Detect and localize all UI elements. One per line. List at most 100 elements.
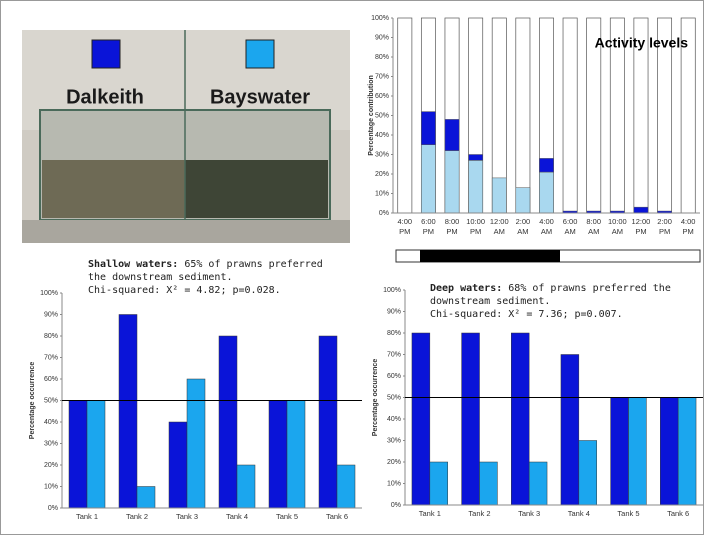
x-tick-label: Tank 6 (325, 512, 349, 521)
bar-segment (468, 160, 483, 214)
bar (677, 397, 697, 506)
bar (68, 400, 88, 509)
bar-segment (491, 177, 507, 214)
photo: Dalkeith Bayswater (22, 30, 350, 243)
photo-label: Dalkeith (66, 86, 144, 108)
y-tick-label: 70% (44, 354, 58, 361)
bar (461, 332, 480, 506)
bar-segment (515, 187, 531, 214)
annotation-text: 65% of prawns preferred the downstream s… (88, 259, 323, 283)
text-box: 2:00 PM (657, 217, 672, 236)
text-box: Shallow waters: 65% of prawns preferred … (88, 259, 323, 296)
color-swatch (245, 39, 275, 69)
table (22, 220, 350, 243)
text-box: 12:00 PM (631, 217, 651, 236)
y-tick-label: 20% (387, 459, 401, 466)
text-box: Tank 2 (468, 509, 490, 518)
x-tick-label: Tank 2 (125, 512, 149, 521)
y-tick-label: 70% (387, 351, 401, 358)
text-box: 2:00 AM (515, 217, 531, 236)
bar (528, 461, 548, 506)
bar-segment (444, 119, 460, 151)
y-tick-label: 50% (387, 394, 401, 401)
bar (411, 332, 431, 506)
text-box: Tank 1 (75, 512, 99, 521)
bar (628, 397, 647, 506)
bar-segment (633, 206, 649, 214)
bar (268, 400, 288, 509)
bar (429, 461, 448, 506)
photo-label: Bayswater (210, 86, 310, 108)
bar (118, 314, 138, 509)
annotation-stat: Chi-squared: X² = 7.36; p=0.007. (430, 309, 623, 320)
text-box: Tank 2 (125, 512, 149, 521)
x-tick-label: Tank 1 (418, 509, 441, 518)
light-dark-bar (395, 249, 701, 263)
y-tick-label: 90% (44, 311, 58, 318)
sediment-left (42, 160, 185, 218)
bar-segment (539, 158, 554, 173)
x-tick-label: Tank 4 (225, 512, 249, 521)
y-tick-label: 60% (44, 376, 58, 383)
text-box: 12:00 AM (490, 217, 509, 236)
y-tick-label: 90% (375, 34, 389, 41)
bar (86, 400, 106, 509)
bar-segment (421, 144, 436, 214)
x-tick-label: 8:00 PM (444, 217, 460, 236)
bar-segment (468, 154, 483, 161)
y-tick-label: 100% (383, 287, 401, 294)
x-tick-label: 12:00 PM (631, 217, 651, 236)
bar-outline (397, 17, 413, 214)
x-tick-label: Tank 3 (175, 512, 199, 521)
y-tick-label: 20% (375, 171, 389, 178)
bar (318, 335, 338, 509)
x-tick-label: Tank 1 (75, 512, 99, 521)
bar (578, 440, 597, 506)
night-period (420, 250, 560, 262)
bar-segment (421, 111, 436, 145)
bar (660, 397, 679, 506)
y-tick-label: 90% (387, 308, 401, 315)
x-tick-label: 6:00 AM (562, 217, 578, 236)
annotation-title: Shallow waters: (88, 259, 179, 270)
color-swatch (91, 39, 121, 69)
y-tick-label: 20% (44, 462, 58, 469)
bar (168, 421, 188, 509)
x-tick-label: 2:00 PM (657, 217, 672, 236)
y-tick-label: 0% (48, 505, 58, 512)
annotation-title: Deep waters: (430, 283, 503, 294)
y-tick-label: 100% (371, 15, 389, 22)
y-tick-label: 10% (44, 483, 58, 490)
x-tick-label: 10:00 AM (607, 217, 627, 236)
x-tick-label: Tank 4 (567, 509, 590, 518)
bar (560, 354, 580, 506)
bar (136, 486, 156, 509)
text-box: Tank 4 (567, 509, 590, 518)
text-box: Tank 5 (617, 509, 640, 518)
bar-outline (515, 17, 531, 214)
x-tick-label: Tank 3 (518, 509, 541, 518)
annotation-stat: Chi-squared: X² = 4.82; p=0.028. (88, 285, 281, 296)
y-tick-label: 80% (387, 330, 401, 337)
text-box: 8:00 AM (586, 217, 601, 236)
y-axis-label: Percentage contribution (368, 75, 375, 156)
y-tick-label: 40% (44, 419, 58, 426)
text-box: 6:00 PM (421, 217, 436, 236)
x-tick-label: Tank 5 (617, 509, 640, 518)
text-box: Deep waters: 68% of prawns preferred the… (430, 282, 702, 321)
text-box: Tank 1 (418, 509, 441, 518)
bar (336, 464, 356, 509)
sediment-right (185, 160, 328, 218)
bar (236, 464, 256, 509)
annotation: Deep waters: 68% of prawns preferred the… (430, 282, 702, 321)
text-box: 10:00 PM (466, 217, 486, 236)
text-box: 4:00 PM (398, 217, 413, 236)
y-tick-label: 60% (387, 373, 401, 380)
bar (610, 397, 629, 506)
x-tick-label: 2:00 AM (515, 217, 531, 236)
bar (479, 461, 498, 506)
y-tick-label: 0% (391, 502, 401, 509)
y-tick-label: 0% (379, 210, 389, 217)
x-tick-label: 10:00 PM (466, 217, 486, 236)
